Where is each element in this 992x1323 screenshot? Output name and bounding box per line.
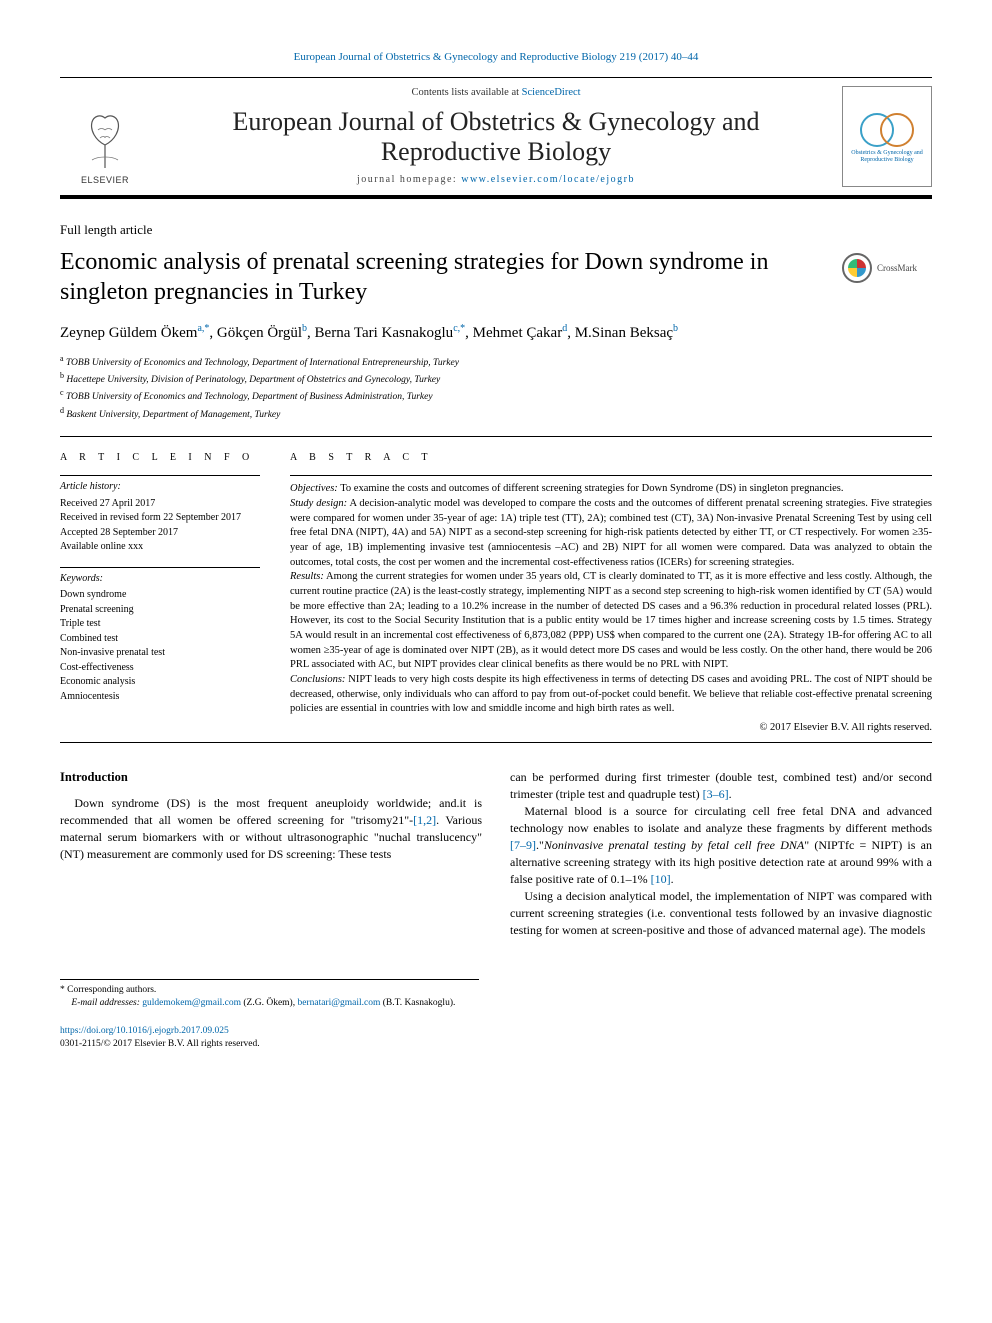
- corresponding-label: * Corresponding authors.: [60, 984, 479, 997]
- email-author-name: (Z.G. Ökem),: [241, 998, 297, 1008]
- study-design-text: A decision-analytic model was developed …: [290, 498, 932, 568]
- abstract-header: A B S T R A C T: [290, 451, 932, 465]
- journal-masthead: ELSEVIER Contents lists available at Sci…: [60, 77, 932, 198]
- body-paragraph: can be performed during first trimester …: [510, 769, 932, 803]
- article-info-header: A R T I C L E I N F O: [60, 451, 260, 465]
- running-header: European Journal of Obstetrics & Gynecol…: [60, 50, 932, 65]
- divider: [60, 436, 932, 437]
- journal-homepage-line: journal homepage: www.elsevier.com/locat…: [162, 173, 830, 187]
- affiliation-line: a TOBB University of Economics and Techn…: [60, 353, 932, 370]
- keyword-line: Prenatal screening: [60, 603, 260, 618]
- history-line: Received 27 April 2017: [60, 497, 260, 512]
- body-text-columns: Introduction Down syndrome (DS) is the m…: [60, 769, 932, 939]
- author-list: Zeynep Güldem Ökema,*, Gökçen Örgülb, Be…: [60, 321, 932, 345]
- history-header: Article history:: [60, 480, 260, 495]
- keywords-block: Keywords: Down syndromePrenatal screenin…: [60, 567, 260, 705]
- keyword-line: Amniocentesis: [60, 690, 260, 705]
- abstract-column: A B S T R A C T Objectives: To examine t…: [290, 451, 932, 736]
- journal-cover-thumbnail: Obstetrics & Gynecology and Reproductive…: [842, 86, 932, 186]
- issn-copyright-line: 0301-2115/© 2017 Elsevier B.V. All right…: [60, 1038, 932, 1051]
- publisher-name: ELSEVIER: [81, 174, 129, 187]
- history-line: Received in revised form 22 September 20…: [60, 511, 260, 526]
- sciencedirect-link[interactable]: ScienceDirect: [522, 87, 581, 98]
- citation-link[interactable]: [1,2]: [413, 813, 436, 827]
- corresponding-footnote: * Corresponding authors. E-mail addresse…: [60, 979, 479, 1011]
- affiliation-line: c TOBB University of Economics and Techn…: [60, 387, 932, 404]
- keyword-line: Combined test: [60, 632, 260, 647]
- keywords-header: Keywords:: [60, 572, 260, 587]
- journal-cover-icon: [857, 110, 917, 150]
- keyword-line: Triple test: [60, 617, 260, 632]
- publisher-logo: ELSEVIER: [60, 86, 150, 186]
- keyword-line: Cost-effectiveness: [60, 661, 260, 676]
- body-paragraph: Down syndrome (DS) is the most frequent …: [60, 795, 482, 863]
- homepage-prefix: journal homepage:: [357, 174, 461, 185]
- journal-name: European Journal of Obstetrics & Gynecol…: [162, 107, 830, 167]
- citation-link[interactable]: [7–9]: [510, 838, 536, 852]
- crossmark-badge[interactable]: CrossMark: [842, 253, 932, 283]
- author-email-link[interactable]: guldemokem@gmail.com: [142, 998, 241, 1008]
- affiliation-line: b Hacettepe University, Division of Peri…: [60, 370, 932, 387]
- journal-cover-caption: Obstetrics & Gynecology and Reproductive…: [847, 150, 927, 163]
- objectives-label: Objectives:: [290, 483, 338, 494]
- history-line: Available online xxx: [60, 540, 260, 555]
- article-type: Full length article: [60, 221, 932, 239]
- keyword-line: Down syndrome: [60, 588, 260, 603]
- divider: [60, 742, 932, 743]
- crossmark-icon: [842, 253, 872, 283]
- crossmark-label: CrossMark: [877, 262, 917, 275]
- results-text: Among the current strategies for women u…: [290, 571, 932, 670]
- elsevier-tree-icon: [80, 110, 130, 170]
- body-paragraph: Using a decision analytical model, the i…: [510, 888, 932, 939]
- email-label: E-mail addresses:: [71, 998, 142, 1008]
- abstract-body: Objectives: To examine the costs and out…: [290, 475, 932, 736]
- doi-link[interactable]: https://doi.org/10.1016/j.ejogrb.2017.09…: [60, 1026, 229, 1036]
- author-email-link[interactable]: bernatari@gmail.com: [297, 998, 380, 1008]
- contents-prefix: Contents lists available at: [411, 87, 521, 98]
- affiliation-line: d Baskent University, Department of Mana…: [60, 405, 932, 422]
- article-title: Economic analysis of prenatal screening …: [60, 247, 826, 307]
- body-paragraph: Maternal blood is a source for circulati…: [510, 803, 932, 888]
- conclusions-label: Conclusions:: [290, 674, 345, 685]
- article-history-block: Article history: Received 27 April 2017R…: [60, 475, 260, 555]
- conclusions-text: NIPT leads to very high costs despite it…: [290, 674, 932, 714]
- email-author-name: (B.T. Kasnakoglu).: [380, 998, 455, 1008]
- abstract-copyright: © 2017 Elsevier B.V. All rights reserved…: [290, 721, 932, 736]
- keyword-line: Non-invasive prenatal test: [60, 646, 260, 661]
- doi-block: https://doi.org/10.1016/j.ejogrb.2017.09…: [60, 1025, 932, 1052]
- article-info-column: A R T I C L E I N F O Article history: R…: [60, 451, 260, 736]
- affiliations: a TOBB University of Economics and Techn…: [60, 353, 932, 423]
- citation-link[interactable]: [10]: [651, 872, 671, 886]
- results-label: Results:: [290, 571, 324, 582]
- objectives-text: To examine the costs and outcomes of dif…: [340, 483, 843, 494]
- citation-link[interactable]: [3–6]: [703, 787, 729, 801]
- history-line: Accepted 28 September 2017: [60, 526, 260, 541]
- contents-available-line: Contents lists available at ScienceDirec…: [162, 86, 830, 101]
- section-heading-introduction: Introduction: [60, 769, 482, 787]
- journal-homepage-link[interactable]: www.elsevier.com/locate/ejogrb: [461, 174, 635, 185]
- keyword-line: Economic analysis: [60, 675, 260, 690]
- study-design-label: Study design:: [290, 498, 347, 509]
